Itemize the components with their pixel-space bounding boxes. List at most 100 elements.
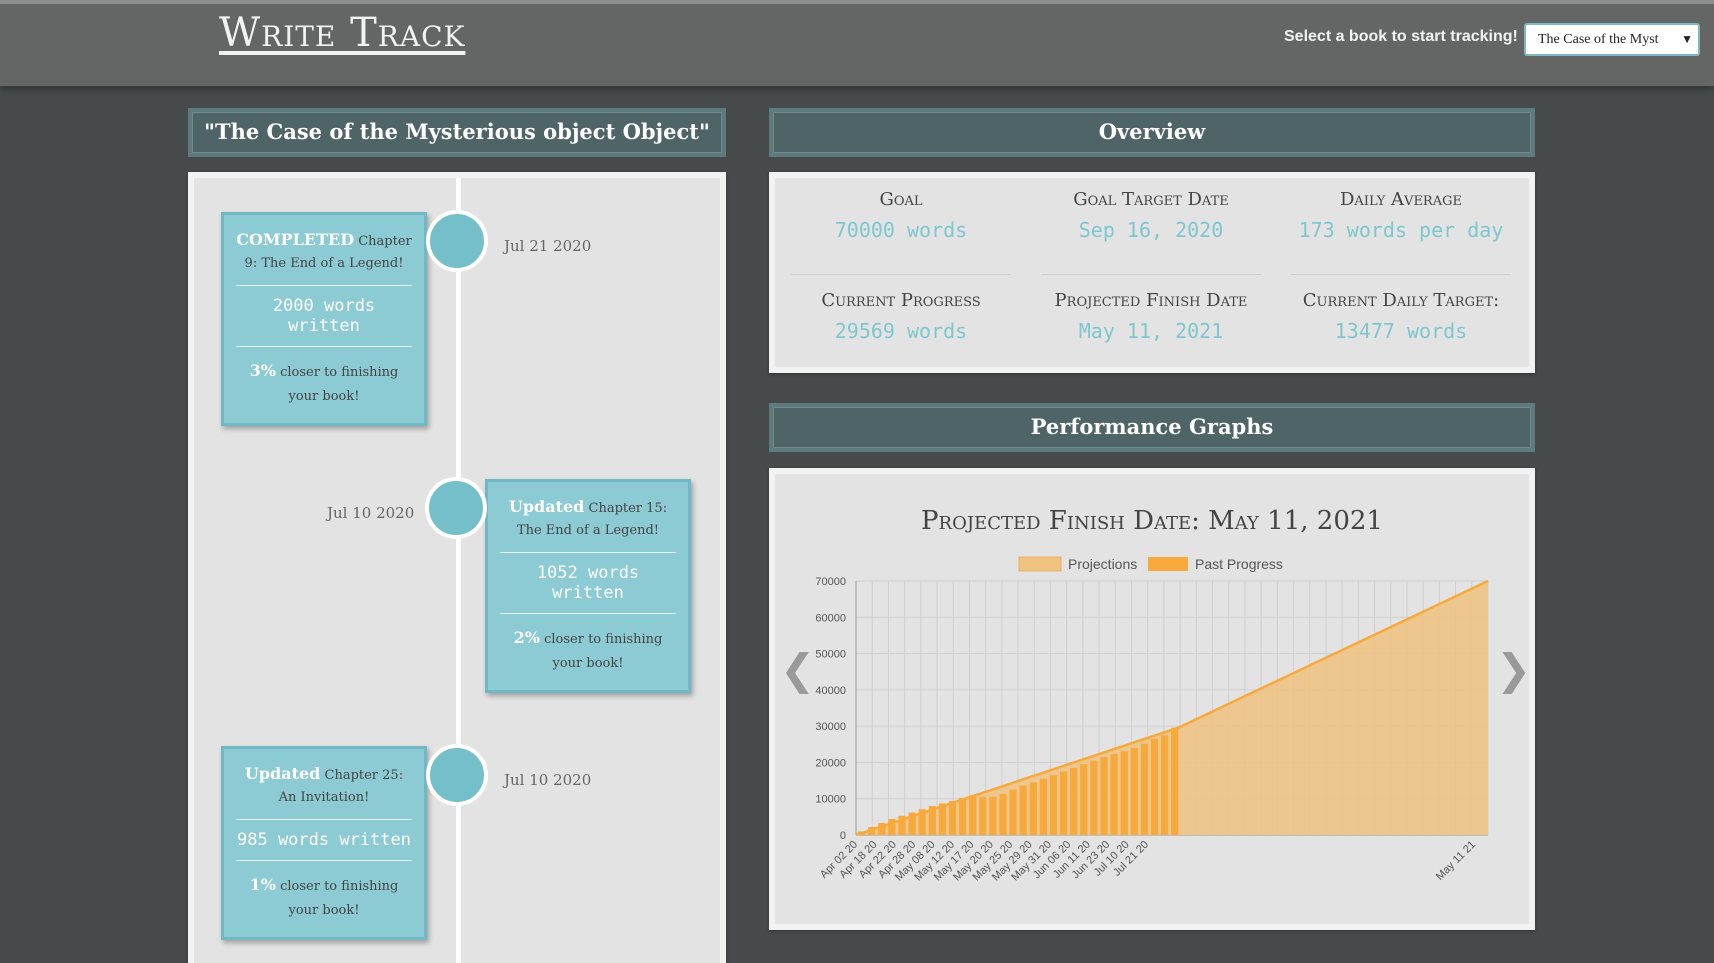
projected-finish-date-stat: Projected Finish Date May 11, 2021 bbox=[1041, 290, 1261, 343]
goal-value: 70000 words bbox=[834, 218, 968, 242]
goal-label: Goal bbox=[879, 189, 923, 210]
legend-label-past-progress: Past Progress bbox=[1195, 556, 1283, 572]
goal-target-date-value: Sep 16, 2020 bbox=[1078, 218, 1224, 242]
timeline-dot bbox=[426, 210, 488, 272]
progress-closer: 2% closer to finishing your book! bbox=[513, 628, 663, 671]
current-daily-target-label: Current Daily Target: bbox=[1302, 290, 1500, 311]
y-tick-label: 30000 bbox=[815, 721, 846, 733]
overview-panel bbox=[769, 172, 1535, 373]
progress-closer: 1% closer to finishing your book! bbox=[249, 875, 399, 918]
progress-bar bbox=[1060, 771, 1068, 835]
timeline-line bbox=[456, 178, 461, 963]
current-daily-target-value: 13477 words bbox=[1334, 319, 1468, 343]
divider bbox=[1041, 274, 1261, 275]
book-select-value: The Case of the Myst bbox=[1538, 32, 1659, 47]
timeline-card-title: COMPLETED Chapter 9: The End of a Legend… bbox=[236, 215, 412, 286]
words-written: 2000 words written bbox=[236, 286, 412, 347]
progress-bar bbox=[1070, 767, 1078, 835]
daily-average-label: Daily Average bbox=[1340, 189, 1462, 210]
projected-finish-date-label: Projected Finish Date bbox=[1054, 290, 1248, 311]
progress-bar bbox=[1120, 751, 1128, 835]
timeline-card[interactable]: COMPLETED Chapter 9: The End of a Legend… bbox=[221, 212, 427, 426]
progress-bar bbox=[1171, 727, 1179, 835]
progress-bar bbox=[1019, 785, 1027, 835]
progress-bar bbox=[1161, 735, 1169, 835]
progress-bar bbox=[938, 803, 946, 835]
progress-bar bbox=[1039, 778, 1047, 835]
current-progress-value: 29569 words bbox=[834, 319, 968, 343]
daily-average-value: 173 words per day bbox=[1298, 218, 1504, 242]
prev-graph-arrow-icon[interactable]: ❮ bbox=[780, 645, 816, 694]
words-written: 985 words written bbox=[236, 820, 412, 861]
progress-bar bbox=[1080, 764, 1088, 835]
progress-bar bbox=[999, 793, 1007, 835]
words-written: 1052 words written bbox=[500, 553, 676, 614]
progress-bar bbox=[1130, 747, 1138, 835]
progress-bar bbox=[918, 809, 926, 835]
divider bbox=[791, 274, 1011, 275]
timeline-card[interactable]: Updated Chapter 25: An Invitation! 985 w… bbox=[221, 746, 427, 940]
progress-bar bbox=[1049, 775, 1058, 835]
book-select-label: Select a book to start tracking! bbox=[1284, 28, 1518, 45]
projected-finish-date-value: May 11, 2021 bbox=[1078, 319, 1224, 343]
progress-bar bbox=[908, 812, 916, 835]
timeline-date: Jul 21 2020 bbox=[504, 237, 592, 255]
progress-bar bbox=[1090, 760, 1098, 835]
progress-bar bbox=[1140, 743, 1148, 835]
progress-bar bbox=[1100, 756, 1108, 835]
chart-title: Projected Finish Date: May 11, 2021 bbox=[921, 506, 1383, 536]
timeline-card[interactable]: Updated Chapter 15: The End of a Legend!… bbox=[485, 479, 691, 693]
progress-bar bbox=[858, 831, 866, 835]
legend-label-projections: Projections bbox=[1068, 556, 1137, 572]
app-logo[interactable]: Write Track bbox=[219, 10, 466, 56]
legend-swatch-past-progress bbox=[1148, 557, 1188, 571]
book-select[interactable]: The Case of the Myst ▼ bbox=[1524, 23, 1700, 56]
y-tick-label: 20000 bbox=[815, 757, 846, 769]
projection-area bbox=[856, 581, 1488, 835]
progress-bar bbox=[979, 797, 987, 835]
progress-bar bbox=[898, 815, 906, 835]
progress-bar bbox=[989, 796, 997, 835]
goal-target-date-stat: Goal Target Date Sep 16, 2020 bbox=[1041, 189, 1261, 242]
timeline-dot bbox=[426, 744, 488, 806]
legend-swatch-projections bbox=[1018, 556, 1062, 572]
progress-closer: 3% closer to finishing your book! bbox=[249, 361, 399, 404]
y-tick-label: 50000 bbox=[815, 649, 846, 661]
progress-bar bbox=[1029, 782, 1037, 835]
current-progress-stat: Current Progress 29569 words bbox=[791, 290, 1011, 343]
current-daily-target-stat: Current Daily Target: 13477 words bbox=[1291, 290, 1511, 343]
y-tick-label: 40000 bbox=[815, 685, 846, 697]
timeline-dot bbox=[425, 477, 487, 539]
y-tick-label: 60000 bbox=[815, 612, 846, 624]
chevron-down-icon: ▼ bbox=[1681, 32, 1693, 46]
progress-bar bbox=[928, 805, 936, 835]
progress-bar bbox=[878, 823, 886, 835]
progress-bar bbox=[868, 827, 876, 835]
overview-header: Overview bbox=[769, 108, 1535, 157]
y-tick-label: 10000 bbox=[815, 794, 846, 806]
next-graph-arrow-icon[interactable]: ❯ bbox=[1496, 645, 1532, 694]
divider bbox=[1291, 274, 1511, 275]
y-tick-label: 70000 bbox=[815, 576, 846, 588]
progress-bar bbox=[1150, 738, 1159, 835]
progress-bar bbox=[1110, 754, 1118, 835]
goal-target-date-label: Goal Target Date bbox=[1073, 189, 1229, 210]
timeline-card-title: Updated Chapter 15: The End of a Legend! bbox=[500, 482, 676, 553]
goal-stat: Goal 70000 words bbox=[791, 189, 1011, 242]
progress-bar bbox=[888, 819, 896, 835]
progress-bar bbox=[948, 800, 957, 835]
top-bar: Write Track Select a book to start track… bbox=[0, 0, 1714, 86]
book-title-header: "The Case of the Mysterious object Objec… bbox=[188, 108, 726, 157]
performance-graphs-header: Performance Graphs bbox=[769, 403, 1535, 452]
y-tick-label: 0 bbox=[840, 830, 846, 842]
progress-bar bbox=[969, 795, 977, 835]
timeline-card-title: Updated Chapter 25: An Invitation! bbox=[236, 749, 412, 820]
x-tick-label: May 11 21 bbox=[1434, 839, 1478, 883]
progress-bar bbox=[1009, 789, 1017, 835]
daily-average-stat: Daily Average 173 words per day bbox=[1291, 189, 1511, 242]
progress-bar bbox=[959, 797, 967, 835]
current-progress-label: Current Progress bbox=[821, 290, 981, 311]
timeline-date: Jul 10 2020 bbox=[327, 504, 415, 522]
timeline-date: Jul 10 2020 bbox=[504, 771, 592, 789]
